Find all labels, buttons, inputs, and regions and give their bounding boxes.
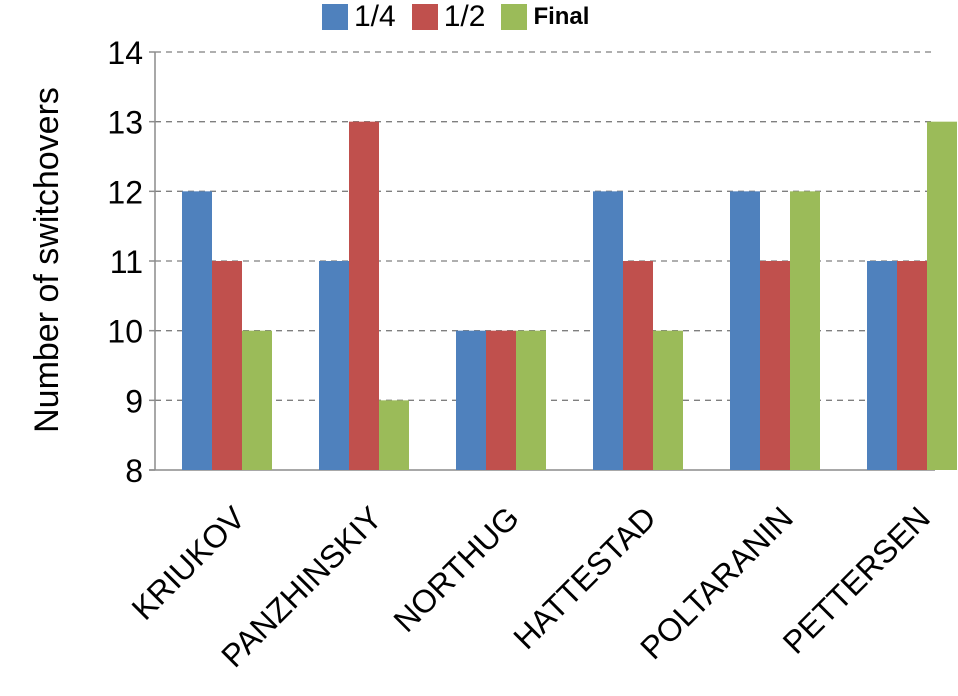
legend: 1/4 1/2 Final — [322, 2, 605, 32]
y-tick-label: 14 — [107, 35, 143, 71]
bar-northug-s0 — [456, 330, 486, 470]
x-tick-label: HATTESTAD — [506, 499, 663, 656]
bar-kriukov-s2 — [242, 330, 272, 470]
y-tick-label: 11 — [110, 244, 143, 280]
bars — [182, 121, 957, 471]
legend-swatch-final — [501, 4, 528, 30]
bar-poltaranin-s0 — [730, 191, 760, 471]
bar-northug-s1 — [486, 330, 516, 470]
y-tick-label: 9 — [125, 383, 143, 419]
x-tick-label: KRIUKOV — [125, 499, 253, 627]
y-axis-label: Number of switchovers — [28, 87, 66, 433]
bar-hattestad-s2 — [653, 330, 683, 470]
y-tick-labels: 8 9 10 11 12 13 14 — [107, 35, 143, 489]
legend-swatch-quarter — [322, 4, 348, 30]
x-tick-label: NORTHUG — [387, 499, 526, 638]
legend-item-final: Final — [501, 2, 589, 32]
y-tick-label: 12 — [107, 174, 143, 210]
legend-swatch-half — [411, 4, 438, 30]
legend-item-quarter: 1/4 — [322, 2, 396, 32]
bar-kriukov-s0 — [182, 191, 212, 471]
bar-pettersen-s0 — [867, 261, 897, 470]
bar-panzhinskiy-s1 — [349, 121, 379, 471]
y-tick-label: 10 — [107, 314, 143, 350]
x-tick-label: PETTERSEN — [776, 499, 937, 660]
legend-label-half: 1/2 — [443, 0, 486, 33]
bar-pettersen-s1 — [897, 261, 927, 470]
x-tick-labels: KRIUKOVPANZHINSKIYNORTHUGHATTESTADPOLTAR… — [125, 499, 937, 674]
bar-poltaranin-s1 — [760, 261, 790, 470]
bar-poltaranin-s2 — [790, 191, 820, 471]
y-tick-label: 13 — [107, 105, 143, 141]
y-tick-label: 8 — [125, 453, 143, 489]
legend-label-final: Final — [533, 3, 590, 30]
bar-hattestad-s1 — [623, 261, 653, 470]
bar-northug-s2 — [516, 330, 546, 470]
bar-hattestad-s0 — [593, 191, 623, 471]
bar-kriukov-s1 — [212, 261, 242, 470]
bar-panzhinskiy-s0 — [319, 261, 349, 470]
bar-panzhinskiy-s2 — [379, 400, 409, 470]
bar-pettersen-s2 — [927, 121, 957, 471]
legend-label-quarter: 1/4 — [354, 0, 396, 33]
legend-item-half: 1/2 — [411, 0, 486, 33]
